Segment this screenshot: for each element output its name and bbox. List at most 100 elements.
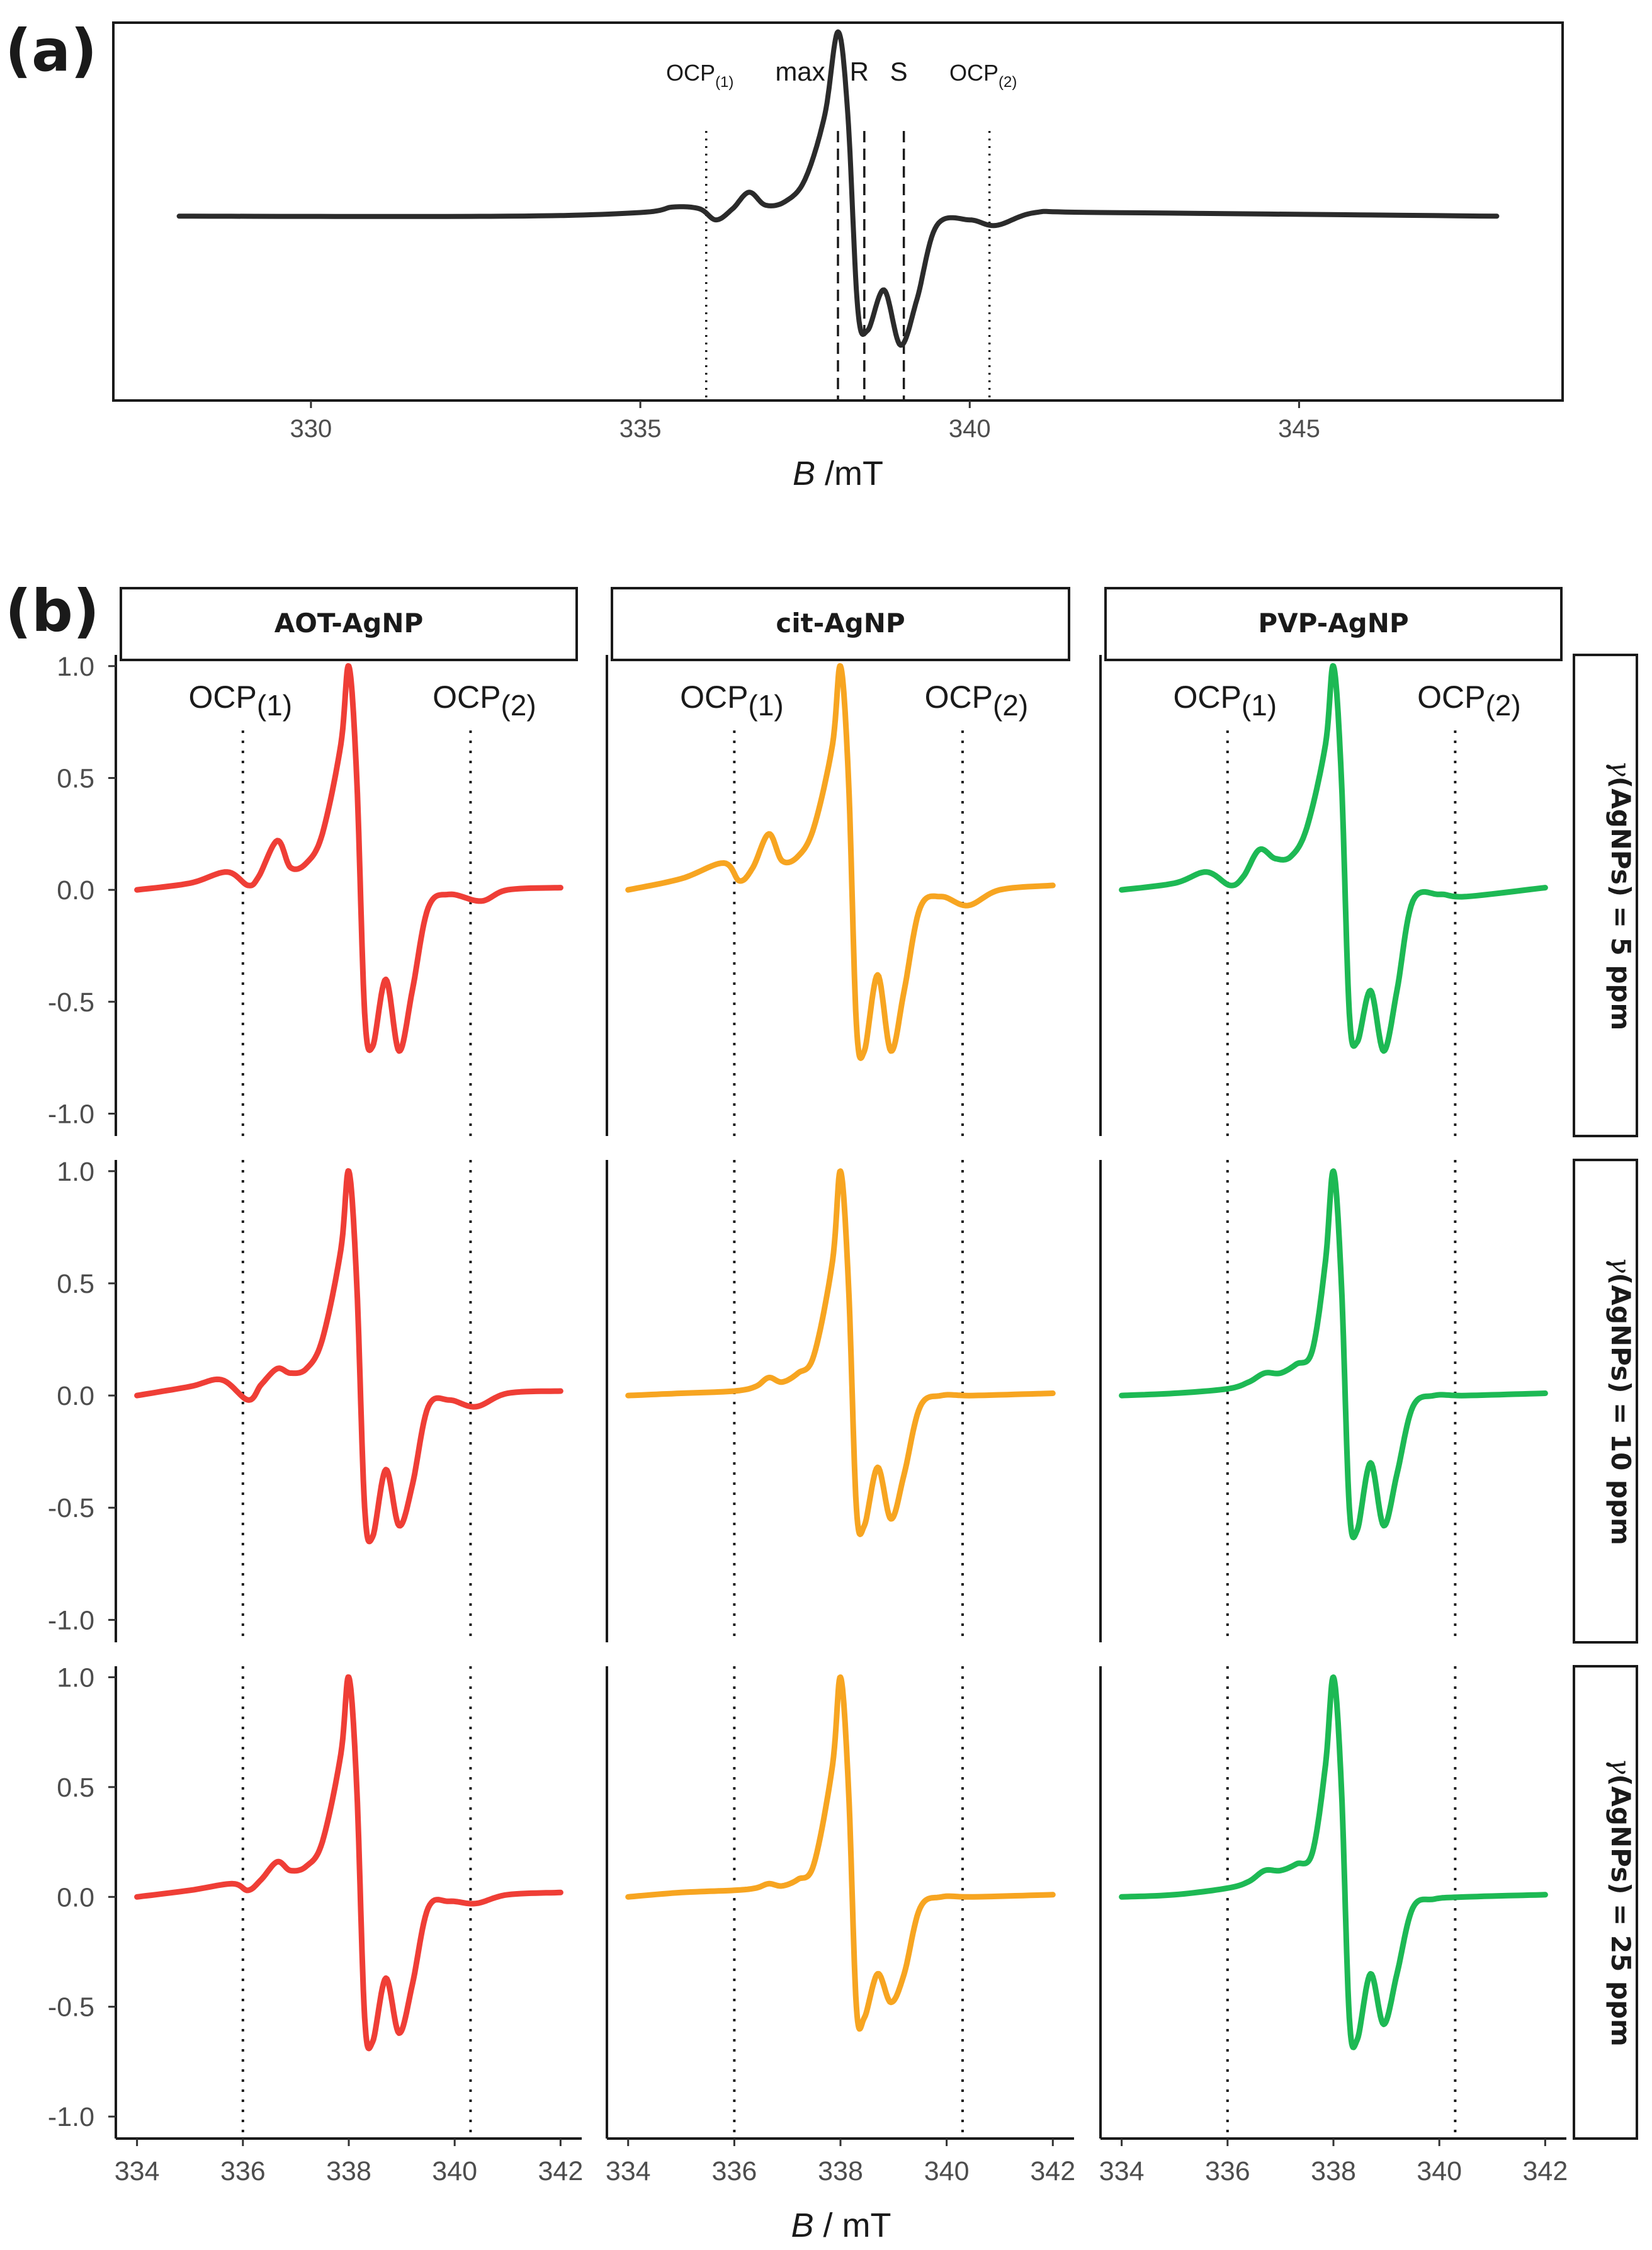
facet-row-strip	[1573, 654, 1638, 1137]
x-tick-label: 336	[220, 2156, 266, 2186]
gamma-symbol: γ	[1605, 1758, 1636, 1775]
marker-label: OCP(1)	[666, 60, 733, 91]
ocp-marker-label: OCP(1)	[680, 679, 784, 722]
ocp-marker-label: OCP(2)	[925, 679, 1029, 722]
x-axis-title-symbol: B	[793, 455, 815, 492]
x-tick-label: 338	[818, 2156, 863, 2186]
marker-label-main: R	[850, 57, 869, 86]
marker-label: R	[850, 57, 869, 86]
y-tick-label: -0.5	[48, 1493, 94, 1523]
facet-row-label: γ(AgNPs) = 5 ppm	[1605, 761, 1636, 1030]
panel-a-label: (a)	[5, 17, 97, 84]
y-tick-label: 0.5	[57, 763, 94, 793]
x-tick-label: 338	[326, 2156, 371, 2186]
facet-strip-label: cit-AgNP	[776, 608, 905, 639]
y-tick-label: -0.5	[48, 1992, 94, 2023]
y-tick-label: -1.0	[48, 1605, 94, 1635]
x-axis-title-unit: / mT	[814, 2207, 891, 2244]
facet-row-strip	[1573, 1159, 1638, 1644]
y-tick-label: 0.5	[57, 1269, 94, 1299]
facet-row-label-text: (AgNPs) = 5 ppm	[1605, 776, 1636, 1030]
panel-b-x-axis-title: B / mT	[791, 2207, 891, 2244]
marker-label-main: S	[890, 57, 908, 86]
x-tick-label: 340	[924, 2156, 970, 2186]
facet-strip-label: AOT-AgNP	[274, 608, 424, 639]
y-tick-label: 0.0	[57, 1882, 94, 1912]
ocp-marker-label: OCP(1)	[1174, 679, 1277, 722]
facet-row-label: γ(AgNPs) = 25 ppm	[1605, 1758, 1636, 2047]
x-axis-title-unit: /mT	[815, 455, 883, 492]
x-tick-label: 342	[1522, 2156, 1568, 2186]
spectrum-line	[625, 1674, 1056, 2032]
facet-strip	[120, 587, 578, 661]
marker-label: OCP(2)	[949, 60, 1017, 91]
marker-label-sub: (1)	[715, 74, 733, 91]
ocp-label-main: OCP	[189, 679, 257, 715]
x-tick-label: 334	[1099, 2156, 1145, 2186]
x-tick-label: 345	[1278, 415, 1320, 443]
x-tick-label: 336	[711, 2156, 757, 2186]
ocp-marker-label: OCP(2)	[1417, 679, 1521, 722]
x-tick-label: 330	[290, 415, 332, 443]
facet-strip-label: PVP-AgNP	[1258, 608, 1408, 639]
marker-label-main: OCP	[666, 60, 715, 86]
y-tick-label: 0.0	[57, 1381, 94, 1411]
facet-row-label: γ(AgNPs) = 10 ppm	[1605, 1257, 1636, 1545]
ocp-marker-label: OCP(1)	[189, 679, 293, 722]
ocp-label-main: OCP	[925, 679, 993, 715]
facet-strip	[1104, 587, 1563, 661]
x-axis-title-symbol: B	[791, 2207, 813, 2244]
spectrum-line	[625, 663, 1056, 1061]
spectrum-line	[1119, 663, 1548, 1054]
y-tick-label: -1.0	[48, 2102, 94, 2132]
x-tick-label: 340	[1417, 2156, 1462, 2186]
ocp-label-sub: (1)	[1242, 689, 1277, 722]
facet-row-label-text: (AgNPs) = 10 ppm	[1605, 1273, 1636, 1545]
gamma-symbol: γ	[1605, 761, 1636, 777]
spectrum-line	[176, 29, 1500, 348]
gamma-symbol: γ	[1605, 1257, 1636, 1273]
ocp-label-sub: (1)	[257, 689, 292, 722]
y-tick-label: 0.0	[57, 875, 94, 906]
facet-strip	[611, 587, 1070, 661]
spectrum-line	[134, 1168, 563, 1545]
marker-label: S	[890, 57, 908, 86]
x-tick-label: 340	[432, 2156, 477, 2186]
x-tick-label: 340	[949, 415, 991, 443]
ocp-label-sub: (2)	[1485, 689, 1520, 722]
x-tick-label: 342	[1030, 2156, 1075, 2186]
marker-label: max	[775, 57, 825, 86]
facet-row-strip	[1573, 1665, 1638, 2140]
ocp-marker-label: OCP(2)	[433, 679, 536, 722]
panel-a-x-axis-title: B /mT	[793, 455, 883, 492]
ocp-label-main: OCP	[1174, 679, 1242, 715]
y-tick-label: -1.0	[48, 1099, 94, 1129]
x-tick-label: 342	[538, 2156, 583, 2186]
x-tick-label: 334	[115, 2156, 160, 2186]
y-tick-label: 1.0	[57, 1662, 94, 1693]
marker-label-main: OCP	[949, 60, 999, 86]
ocp-label-sub: (1)	[748, 689, 783, 722]
ocp-label-main: OCP	[680, 679, 748, 715]
ocp-label-sub: (2)	[993, 689, 1028, 722]
ocp-label-sub: (2)	[501, 689, 536, 722]
y-tick-label: -0.5	[48, 987, 94, 1018]
y-tick-label: 1.0	[57, 1157, 94, 1187]
marker-label-main: max	[775, 57, 825, 86]
spectrum-line	[134, 1674, 563, 2052]
x-tick-label: 338	[1311, 2156, 1356, 2186]
y-tick-label: 1.0	[57, 652, 94, 682]
ocp-label-main: OCP	[1417, 679, 1485, 715]
spectrum-line	[134, 663, 563, 1054]
x-tick-label: 334	[606, 2156, 651, 2186]
y-tick-label: 0.5	[57, 1773, 94, 1803]
ocp-label-main: OCP	[433, 679, 501, 715]
x-tick-label: 336	[1205, 2156, 1250, 2186]
marker-label-sub: (2)	[999, 74, 1017, 91]
spectrum-line	[625, 1168, 1056, 1537]
panel-b-label: (b)	[5, 577, 99, 645]
spectrum-line	[1119, 1674, 1548, 2050]
